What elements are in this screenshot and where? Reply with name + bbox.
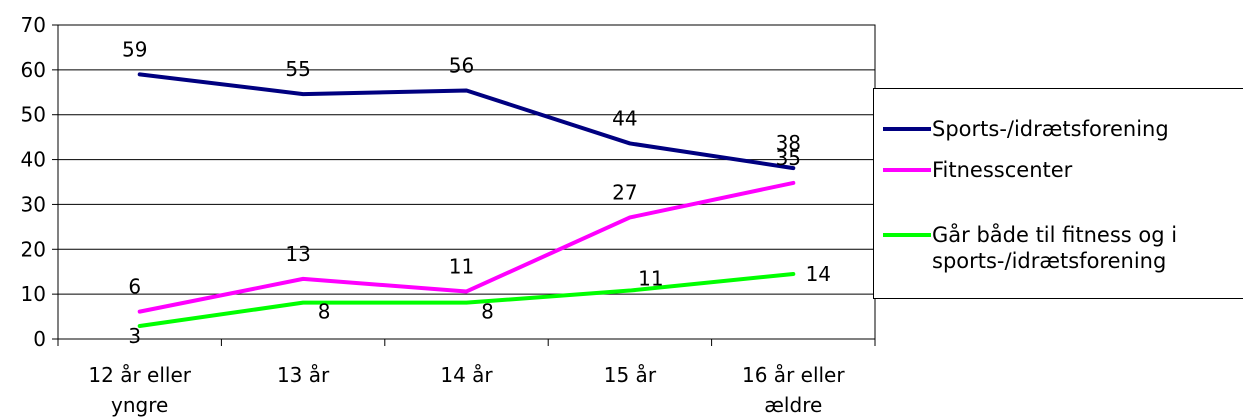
legend: Sports-/idrætsforening Fitnesscenter Går… (873, 88, 1243, 299)
x-tick-label-line: 12 år eller (88, 363, 191, 387)
x-tick-label-line: 15 år (604, 363, 657, 387)
legend-label: Går både til fitness og i sports-/idræts… (932, 223, 1178, 273)
series-line-1 (137, 180, 796, 314)
data-label: 3 (128, 324, 141, 348)
y-tick-label: 40 (21, 148, 46, 172)
data-label: 11 (638, 267, 663, 291)
y-tick-label: 10 (21, 282, 46, 306)
series-line-2 (137, 271, 796, 328)
data-label: 14 (806, 262, 831, 286)
data-label: 11 (449, 254, 474, 278)
x-tick-label: 12 år eller yngre (88, 363, 191, 417)
y-tick-label: 70 (21, 13, 46, 37)
x-tick-label-line: yngre (111, 393, 168, 417)
x-tick-label-line: ældre (764, 393, 822, 417)
x-tick-label-line: 13 år (277, 363, 330, 387)
data-label: 56 (449, 53, 474, 77)
data-label: 8 (481, 300, 494, 324)
legend-swatch (883, 127, 931, 131)
x-tick-label: 15 år (604, 363, 657, 387)
data-label: 55 (285, 57, 310, 81)
data-label: 27 (612, 180, 637, 204)
y-tick-label: 20 (21, 237, 46, 261)
x-tick-label-line: 16 år eller (742, 363, 845, 387)
axes: 0 10 20 30 40 50 60 70 12 år eller yngre 13 år 14 å… (21, 13, 876, 417)
y-tick-label: 60 (21, 58, 46, 82)
y-tick-label: 0 (33, 327, 46, 351)
x-tick-label-line: 14 år (440, 363, 493, 387)
legend-swatch (883, 168, 931, 172)
series-line-0 (137, 72, 796, 171)
x-tick-label: 13 år (277, 363, 330, 387)
x-tick-label: 14 år (440, 363, 493, 387)
y-tick-label: 50 (21, 103, 46, 127)
data-label: 35 (776, 146, 801, 170)
data-label: 44 (612, 106, 637, 130)
data-label: 8 (318, 300, 331, 324)
legend-swatch (883, 233, 931, 237)
legend-label: Sports-/idrætsforening (932, 117, 1169, 141)
data-label: 13 (285, 242, 310, 266)
y-tick-label: 30 (21, 192, 46, 216)
data-label: 59 (122, 37, 147, 61)
x-tick-label: 16 år eller ældre (742, 363, 845, 417)
data-label: 38 (776, 131, 801, 155)
data-label: 6 (128, 275, 141, 299)
series-lines (137, 72, 796, 328)
legend-label: Fitnesscenter (932, 158, 1073, 182)
